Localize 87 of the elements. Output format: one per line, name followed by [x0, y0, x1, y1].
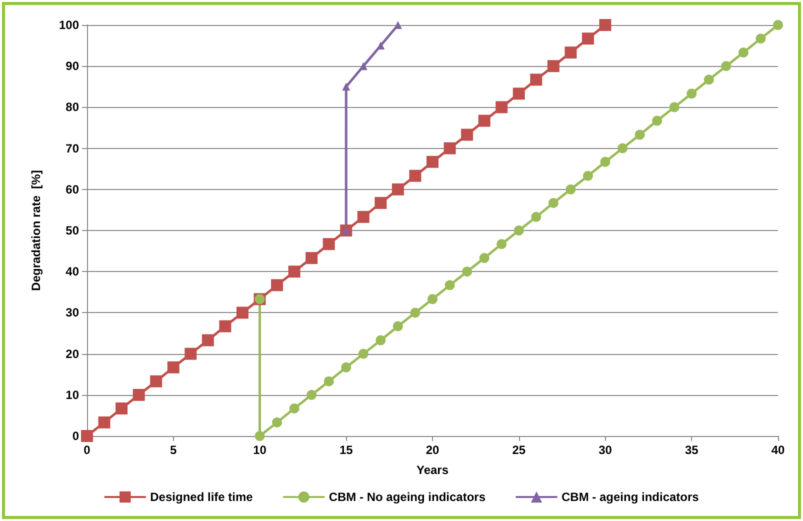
point: [496, 101, 508, 114]
point: [512, 88, 525, 100]
x-tick-label: 25: [512, 443, 526, 457]
y-axis-title: Degradation rate [%]: [29, 170, 43, 291]
point: [426, 156, 438, 168]
point: [306, 252, 318, 264]
point: [374, 196, 387, 209]
point: [566, 184, 576, 194]
point: [150, 375, 162, 388]
x-tick-label: 5: [170, 443, 178, 457]
point: [547, 60, 560, 72]
y-tick-label: 20: [66, 346, 80, 361]
point: [704, 74, 714, 85]
point: [324, 376, 334, 386]
point: [461, 128, 474, 141]
x-axis-title: Years: [416, 463, 449, 477]
y-tick-label: 60: [66, 182, 80, 196]
point: [376, 335, 386, 346]
y-tick-label: 10: [66, 388, 80, 402]
legend-label: Designed life time: [150, 490, 254, 504]
x-tick-label: 10: [253, 443, 267, 457]
point: [98, 416, 110, 428]
point: [564, 46, 577, 59]
point: [669, 102, 680, 112]
point: [599, 19, 612, 31]
point: [392, 321, 403, 332]
point: [409, 170, 422, 182]
point: [167, 361, 180, 374]
point: [254, 431, 265, 441]
point: [514, 226, 524, 236]
point: [531, 212, 542, 222]
y-tick-label: 100: [58, 18, 80, 32]
legend-label: CBM - ageing indicators: [562, 490, 700, 504]
point: [600, 156, 610, 167]
point: [773, 20, 783, 30]
point: [116, 402, 128, 414]
point: [582, 170, 593, 181]
point: [357, 210, 370, 223]
legend-label: CBM - No ageing indicators: [328, 490, 486, 504]
point: [530, 74, 542, 86]
point: [582, 32, 594, 45]
y-tick-label: 30: [66, 306, 80, 320]
point: [376, 42, 385, 50]
point: [288, 266, 300, 278]
x-tick-label: 15: [339, 443, 354, 457]
y-tick-label: 70: [66, 141, 80, 156]
y-tick-label: 90: [66, 59, 80, 74]
x-tick-label: 0: [84, 443, 91, 457]
point: [289, 403, 300, 414]
point: [272, 417, 282, 428]
point: [428, 294, 438, 304]
y-tick-label: 50: [66, 224, 80, 238]
point: [392, 183, 404, 196]
y-tick-label: 0: [72, 429, 80, 443]
point: [202, 334, 214, 346]
point: [184, 348, 197, 360]
y-tick-label: 80: [66, 100, 80, 114]
point: [132, 388, 145, 401]
point: [271, 279, 284, 292]
point: [634, 130, 645, 140]
point: [322, 238, 335, 250]
point: [721, 61, 732, 72]
point: [479, 253, 490, 264]
point: [444, 280, 455, 290]
point: [236, 306, 248, 319]
x-tick-label: 40: [771, 443, 785, 457]
y-tick-label: 40: [66, 264, 80, 279]
point: [686, 88, 697, 99]
point: [478, 114, 490, 127]
point: [738, 48, 748, 58]
x-tick-label: 30: [598, 443, 612, 457]
point: [548, 198, 558, 208]
point: [358, 348, 368, 359]
point: [756, 34, 766, 44]
point: [219, 320, 232, 332]
point: [81, 430, 93, 442]
point: [462, 266, 472, 277]
point: [306, 390, 317, 400]
point: [618, 143, 628, 154]
point: [410, 308, 420, 318]
point: [342, 82, 350, 91]
x-tick-label: 35: [684, 443, 699, 457]
point: [496, 239, 507, 250]
point: [341, 362, 352, 372]
point: [444, 142, 456, 154]
point: [652, 116, 662, 126]
x-tick-label: 20: [426, 443, 440, 457]
